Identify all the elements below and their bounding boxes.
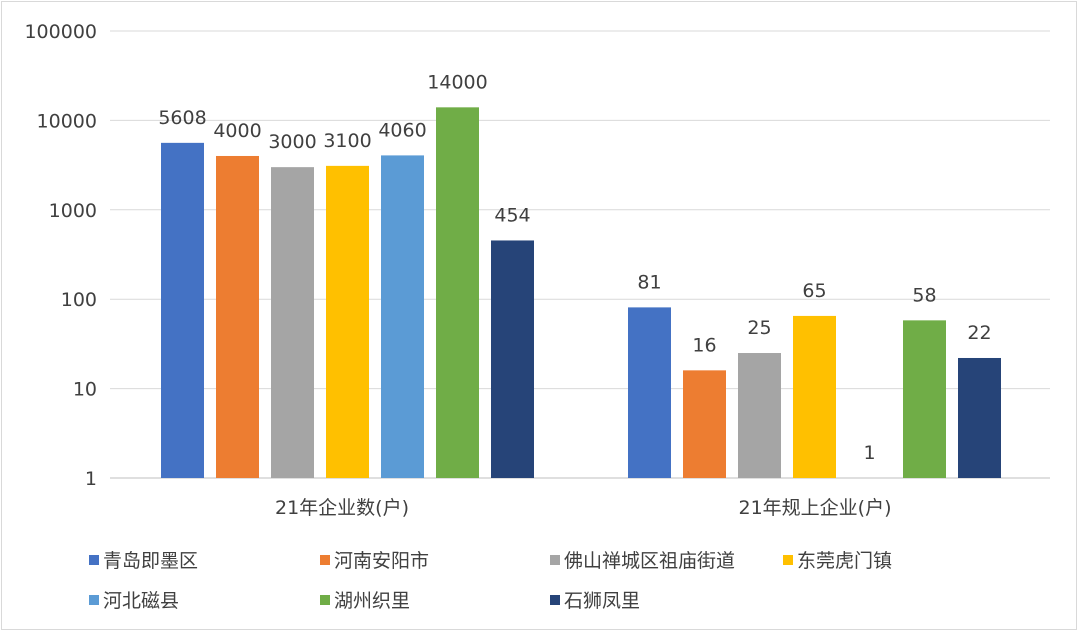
gridlines bbox=[110, 30, 1050, 479]
y-axis-ticks: 1 10 100 1000 10000 100000 bbox=[24, 21, 97, 490]
data-label: 14000 bbox=[427, 71, 487, 93]
legend-swatch bbox=[550, 595, 560, 605]
bar bbox=[683, 370, 726, 478]
data-label: 16 bbox=[692, 334, 716, 356]
bar bbox=[738, 353, 781, 478]
y-tick-label: 10000 bbox=[37, 110, 97, 132]
legend-swatch bbox=[89, 555, 99, 565]
legend-label: 东莞虎门镇 bbox=[797, 550, 892, 572]
legend-swatch bbox=[550, 555, 560, 565]
bars bbox=[161, 107, 1001, 479]
legend-label: 河北磁县 bbox=[103, 590, 179, 612]
legend-swatch bbox=[320, 595, 330, 605]
bar bbox=[903, 320, 946, 478]
legend-label: 佛山禅城区祖庙街道 bbox=[564, 550, 735, 572]
category-label: 21年企业数(户) bbox=[275, 497, 409, 519]
legend-label: 河南安阳市 bbox=[334, 550, 429, 572]
bar bbox=[491, 240, 534, 478]
y-tick-label: 1 bbox=[85, 468, 97, 490]
y-tick-label: 10 bbox=[73, 379, 97, 401]
data-label: 1 bbox=[863, 442, 875, 464]
data-label: 22 bbox=[967, 322, 991, 344]
data-label: 454 bbox=[494, 204, 530, 226]
legend-swatch bbox=[320, 555, 330, 565]
data-label: 5608 bbox=[158, 107, 206, 129]
y-tick-label: 100 bbox=[61, 289, 97, 311]
data-label: 81 bbox=[637, 271, 661, 293]
bar bbox=[793, 315, 836, 478]
data-label: 3100 bbox=[323, 130, 371, 152]
y-tick-label: 1000 bbox=[49, 200, 97, 222]
data-labels: 5608 81 4000 16 3000 25 3100 65 4060 1 14000 58 454 2… bbox=[158, 71, 991, 464]
legend-label: 青岛即墨区 bbox=[103, 550, 198, 572]
data-label: 4000 bbox=[213, 120, 261, 142]
bar bbox=[628, 307, 671, 478]
data-label: 65 bbox=[802, 280, 826, 302]
bar bbox=[436, 107, 479, 478]
data-label: 4060 bbox=[378, 119, 426, 141]
category-label: 21年规上企业(户) bbox=[738, 497, 891, 519]
category-labels: 21年企业数(户) 21年规上企业(户) bbox=[275, 497, 892, 519]
legend-label: 石狮凤里 bbox=[564, 590, 640, 612]
y-tick-label: 100000 bbox=[24, 21, 97, 43]
legend-label: 湖州织里 bbox=[334, 590, 410, 612]
bar bbox=[326, 165, 369, 479]
bar bbox=[381, 155, 424, 478]
bar bbox=[271, 167, 314, 478]
data-label: 58 bbox=[912, 284, 936, 306]
legend-swatch bbox=[89, 595, 99, 605]
bar bbox=[958, 357, 1001, 478]
data-label: 25 bbox=[747, 317, 771, 339]
bar bbox=[216, 155, 259, 478]
data-label: 3000 bbox=[268, 131, 316, 153]
legend-swatch bbox=[783, 555, 793, 565]
bar bbox=[161, 142, 204, 478]
